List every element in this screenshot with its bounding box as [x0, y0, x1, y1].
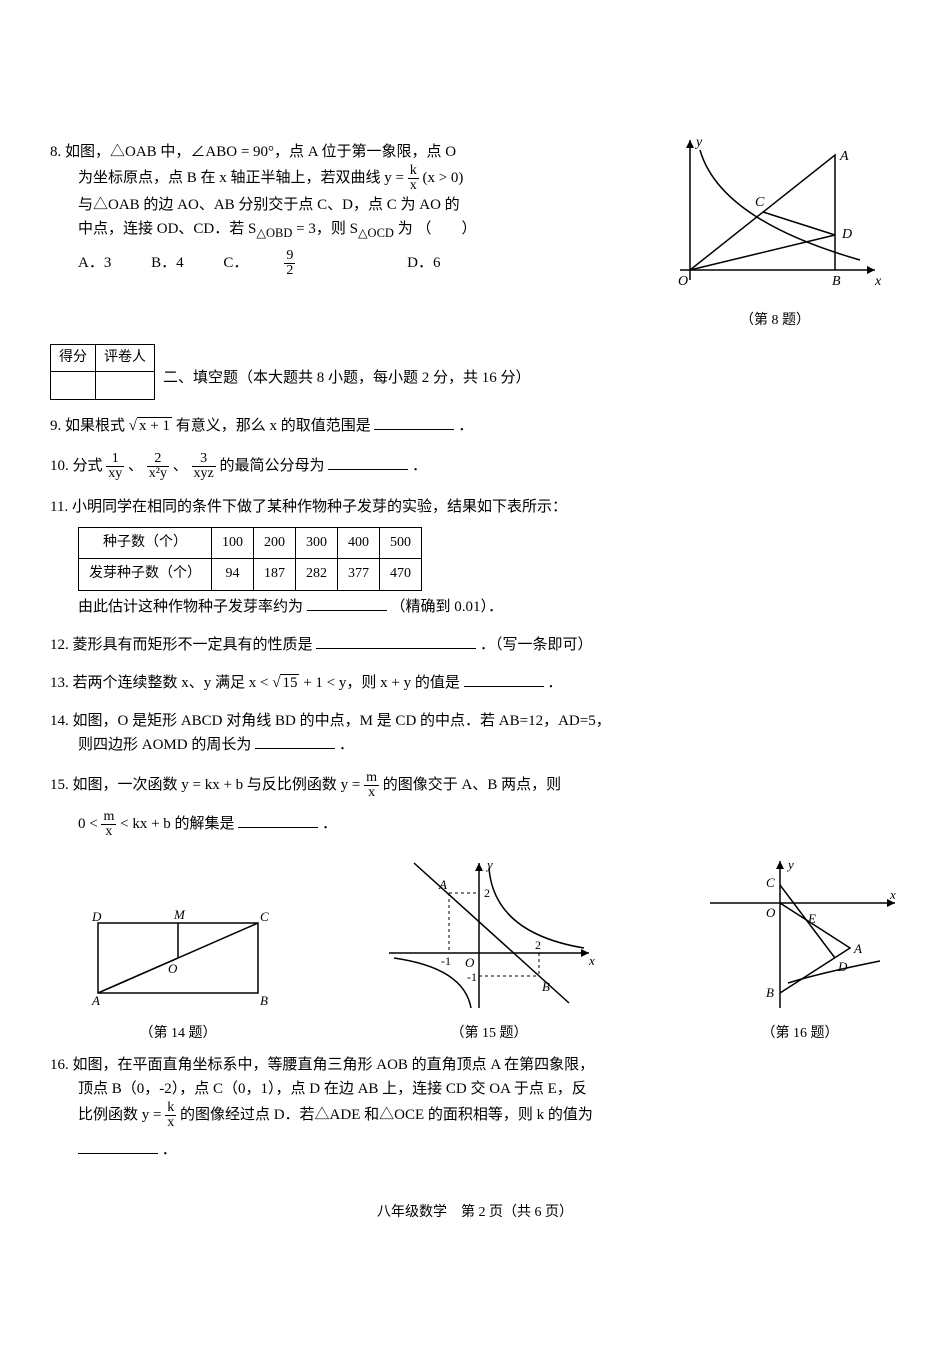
section-2-title: 二、填空题（本大题共 8 小题，每小题 2 分，共 16 分） [163, 344, 531, 390]
svg-text:D: D [837, 959, 848, 974]
q16-figure: O C B A D E x y （第 16 题） [700, 853, 900, 1045]
svg-text:B: B [832, 274, 841, 289]
q8-line1: 如图，△OAB 中，∠ABO = 90°，点 A 位于第一象限，点 O [65, 144, 456, 160]
q9-blank [374, 415, 454, 430]
svg-text:O: O [678, 274, 688, 289]
svg-text:B: B [542, 979, 550, 994]
svg-text:A: A [839, 149, 849, 164]
q15-blank [238, 813, 318, 828]
q8-frac: kx [408, 164, 419, 193]
svg-text:-1: -1 [467, 970, 477, 984]
svg-text:M: M [173, 907, 186, 922]
question-10: 10. 分式 1xy 、 2x²y 、 3xyz 的最简公分母为 ． [50, 452, 900, 481]
question-15: 15. 如图，一次函数 y = kx + b 与反比例函数 y = mx 的图像… [50, 771, 900, 839]
svg-text:B: B [766, 985, 774, 1000]
q11-blank [307, 596, 387, 611]
question-14: 14. 如图，O 是矩形 ABCD 对角线 BD 的中点，M 是 CD 的中点．… [50, 709, 900, 757]
question-13: 13. 若两个连续整数 x、y 满足 x < √15 + 1 < y，则 x +… [50, 671, 900, 695]
score-table: 得分评卷人 [50, 344, 155, 400]
svg-text:A: A [91, 993, 100, 1008]
svg-text:y: y [694, 135, 703, 150]
q8-figure: O B x y A C D （第 8 题） [660, 130, 890, 332]
svg-text:B: B [260, 993, 268, 1008]
question-16: 16. 如图，在平面直角坐标系中，等腰直角三角形 AOB 的直角顶点 A 在第四… [50, 1053, 900, 1162]
svg-text:E: E [807, 911, 816, 926]
q13-blank [464, 672, 544, 687]
svg-text:-1: -1 [441, 954, 451, 968]
svg-text:D: D [91, 909, 102, 924]
q8-line2a: 为坐标原点，点 B 在 x 轴正半轴上，若双曲线 y = [78, 170, 404, 186]
svg-text:y: y [786, 857, 794, 872]
svg-text:O: O [766, 905, 776, 920]
page-footer: 八年级数学 第 2 页（共 6 页） [50, 1202, 900, 1224]
q8-opt-b: B．4 [151, 255, 184, 271]
svg-text:D: D [841, 227, 852, 242]
section-2-header: 得分评卷人 二、填空题（本大题共 8 小题，每小题 2 分，共 16 分） [50, 344, 900, 400]
question-12: 12. 菱形具有而矩形不一定具有的性质是 ．（写一条即可） [50, 633, 900, 657]
q8-line4a: 中点，连接 OD、CD．若 S [78, 221, 256, 237]
svg-text:C: C [260, 909, 269, 924]
svg-text:A: A [853, 941, 862, 956]
q14-figure: D M C A B O （第 14 题） [78, 903, 278, 1045]
q16-blank [78, 1139, 158, 1154]
svg-text:x: x [588, 953, 595, 968]
svg-text:O: O [168, 961, 178, 976]
question-11: 11. 小明同学在相同的条件下做了某种作物种子发芽的实验，结果如下表所示： 种子… [50, 495, 900, 619]
q8-opt-d: D．6 [407, 255, 440, 271]
q8-opt-c: C．92 [223, 255, 367, 271]
q8-number: 8. [50, 144, 61, 160]
svg-text:C: C [766, 875, 775, 890]
svg-text:x: x [874, 274, 882, 289]
svg-text:A: A [438, 877, 447, 892]
svg-text:O: O [465, 955, 475, 970]
q8-line2b: (x > 0) [422, 170, 463, 186]
q10-blank [328, 455, 408, 470]
q11-table: 种子数（个）100200 300400500 发芽种子数（个）94187 282… [78, 527, 422, 591]
q8-opt-a: A．3 [78, 255, 111, 271]
question-8: 8. 如图，△OAB 中，∠ABO = 90°，点 A 位于第一象限，点 O 为… [50, 140, 900, 330]
svg-text:y: y [485, 857, 493, 872]
svg-text:x: x [889, 887, 896, 902]
svg-text:2: 2 [535, 938, 541, 952]
q12-blank [316, 634, 476, 649]
q14-blank [255, 734, 335, 749]
svg-text:2: 2 [484, 886, 490, 900]
q8-options: A．3 B．4 C．92 D．6 [50, 249, 610, 278]
figures-row: D M C A B O （第 14 题） A B O x y -1 [78, 853, 900, 1045]
svg-text:C: C [755, 195, 765, 210]
question-9: 9. 如果根式 √x + 1 有意义，那么 x 的取值范围是 ． [50, 414, 900, 438]
q8-caption: （第 8 题） [660, 310, 890, 332]
q15-figure: A B O x y -1 2 2 -1 （第 15 题） [379, 853, 599, 1045]
q8-line3: 与△OAB 的边 AO、AB 分别交于点 C、D，点 C 为 AO 的 [50, 193, 610, 217]
